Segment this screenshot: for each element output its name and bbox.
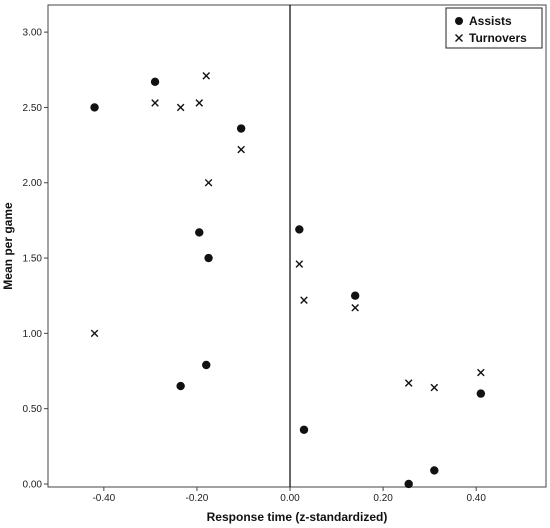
x-axis-title: Response time (z-standardized) (207, 510, 388, 524)
plot-frame (47, 4, 547, 488)
turnovers-point (300, 296, 308, 305)
data-points (90, 71, 486, 489)
turnovers-point (195, 99, 204, 107)
y-tick-label: 3.00 (23, 28, 43, 39)
turnovers-point (202, 71, 211, 80)
y-tick-label: 0.00 (23, 479, 43, 490)
turnovers-point (176, 103, 185, 112)
assists-point (202, 360, 211, 370)
x-tick-label: -0.20 (186, 493, 209, 504)
x-tick-label: -0.40 (92, 493, 115, 504)
legend: Assists Turnovers (445, 7, 543, 49)
y-axis-ticks: 0.00 0.50 1.00 1.50 2.00 2.50 3.00 (23, 28, 48, 490)
turnovers-point (404, 379, 413, 387)
turnovers-point (151, 99, 159, 107)
legend-label-turnovers: Turnovers (469, 31, 527, 45)
assists-point (204, 253, 213, 263)
assists-point (299, 425, 309, 434)
x-tick-label: 0.20 (373, 493, 393, 504)
assists-point (404, 479, 413, 489)
turnovers-point (237, 145, 245, 154)
turnovers-point (295, 260, 304, 268)
y-tick-label: 0.50 (23, 404, 43, 415)
legend-marker-assists (455, 17, 463, 25)
y-tick-label: 1.50 (23, 254, 43, 265)
assists-point (350, 291, 360, 300)
turnovers-point (90, 329, 99, 338)
assists-point (295, 225, 304, 234)
y-tick-label: 1.00 (23, 329, 43, 340)
y-axis-title: Mean per game (1, 202, 15, 290)
x-tick-label: 0.40 (466, 493, 486, 504)
legend-marker-turnovers (455, 34, 463, 42)
turnovers-point (477, 368, 485, 377)
assists-point (430, 466, 439, 475)
turnovers-point (351, 303, 359, 312)
x-axis-ticks: -0.40 -0.20 0.00 0.20 0.40 (92, 487, 486, 504)
assists-point (176, 381, 185, 391)
y-tick-label: 2.50 (23, 103, 43, 114)
y-tick-label: 2.00 (23, 178, 43, 189)
assists-point (236, 124, 246, 133)
assists-point (195, 228, 204, 237)
assists-point (90, 103, 99, 112)
x-tick-label: 0.00 (280, 493, 300, 504)
assists-point (476, 389, 486, 398)
assists-point (150, 77, 160, 87)
turnovers-point (430, 383, 439, 392)
turnovers-point (204, 178, 213, 187)
legend-label-assists: Assists (469, 14, 512, 28)
